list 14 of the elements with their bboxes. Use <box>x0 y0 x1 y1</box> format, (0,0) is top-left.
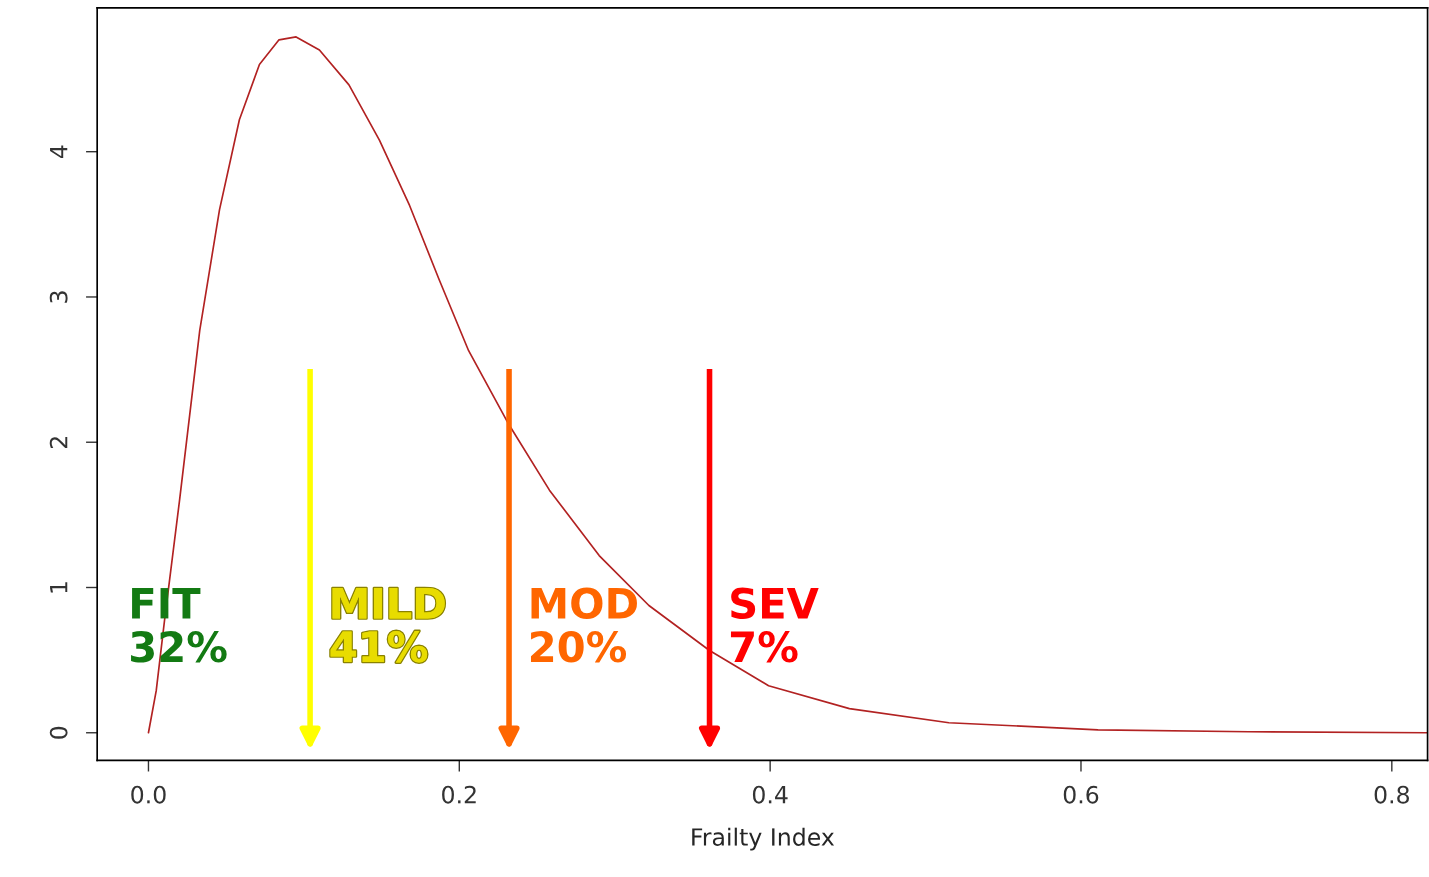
x-tick-label: 0.6 <box>1063 785 1099 804</box>
x-tick-label: 0.0 <box>131 785 166 804</box>
y-tick-label: 2 <box>49 437 68 449</box>
annotation: SEV 7% <box>730 587 819 663</box>
y-tick-label: 4 <box>50 145 68 159</box>
y-tick-label: 0 <box>49 726 68 739</box>
x-tick-label: 0.2 <box>442 785 476 804</box>
y-tick-label: 3 <box>49 291 68 303</box>
annotation: MOD 20% <box>530 587 637 663</box>
x-tick-label: 0.8 <box>1374 785 1409 804</box>
x-tick-label: 0.4 <box>752 785 788 804</box>
x-axis-title: Frailty Index <box>692 827 835 851</box>
y-tick-label: 1 <box>50 582 68 593</box>
annotation: MILD 41% <box>330 588 445 663</box>
